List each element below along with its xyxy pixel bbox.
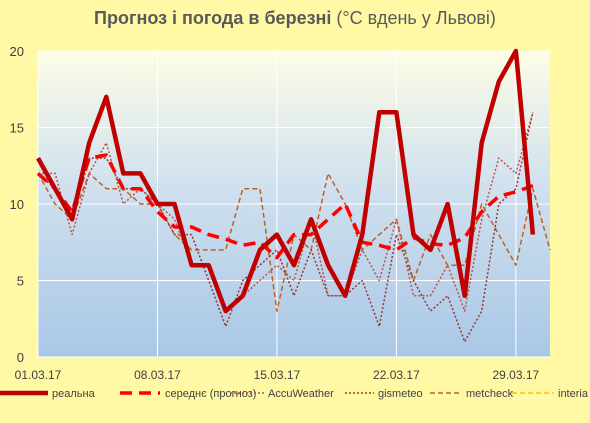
y-tick-label: 10 — [10, 197, 24, 212]
y-tick-label: 5 — [17, 274, 24, 289]
series-line-0 — [36, 48, 536, 314]
series-line-2 — [38, 111, 534, 312]
chart-title-main: Прогноз і погода в березні — [94, 8, 332, 28]
x-tick-label: 22.03.17 — [373, 368, 420, 382]
legend-label-0: реальна — [52, 388, 96, 400]
x-tick-label: 29.03.17 — [493, 368, 540, 382]
legend-label-2: AccuWeather — [268, 388, 334, 400]
x-tick-label: 08.03.17 — [134, 368, 181, 382]
x-tick-label: 15.03.17 — [254, 368, 301, 382]
legend: реальна середнє (прогноз) AccuWeather gisme… — [0, 388, 589, 400]
y-tick-label: 20 — [10, 44, 24, 59]
x-tick-label: 01.03.17 — [15, 368, 62, 382]
y-tick-label: 0 — [17, 350, 24, 365]
chart-title: Прогноз і погода в березні (°C вдень у Л… — [0, 8, 590, 29]
legend-label-4: metcheck — [466, 388, 514, 400]
chart-subtitle: (°C вдень у Львові) — [336, 8, 496, 28]
series-line-1 — [36, 153, 534, 260]
y-tick-label: 15 — [10, 121, 24, 136]
legend-label-3: gismeteo — [378, 388, 423, 400]
legend-label-5: interia — [558, 388, 589, 400]
series-layer — [36, 48, 551, 343]
legend-label-1: середнє (прогноз) — [165, 388, 256, 400]
axis-layer: 0 5 10 15 20 01.03.17 08.03.17 15.03.17 22.03.17… — [10, 44, 540, 382]
